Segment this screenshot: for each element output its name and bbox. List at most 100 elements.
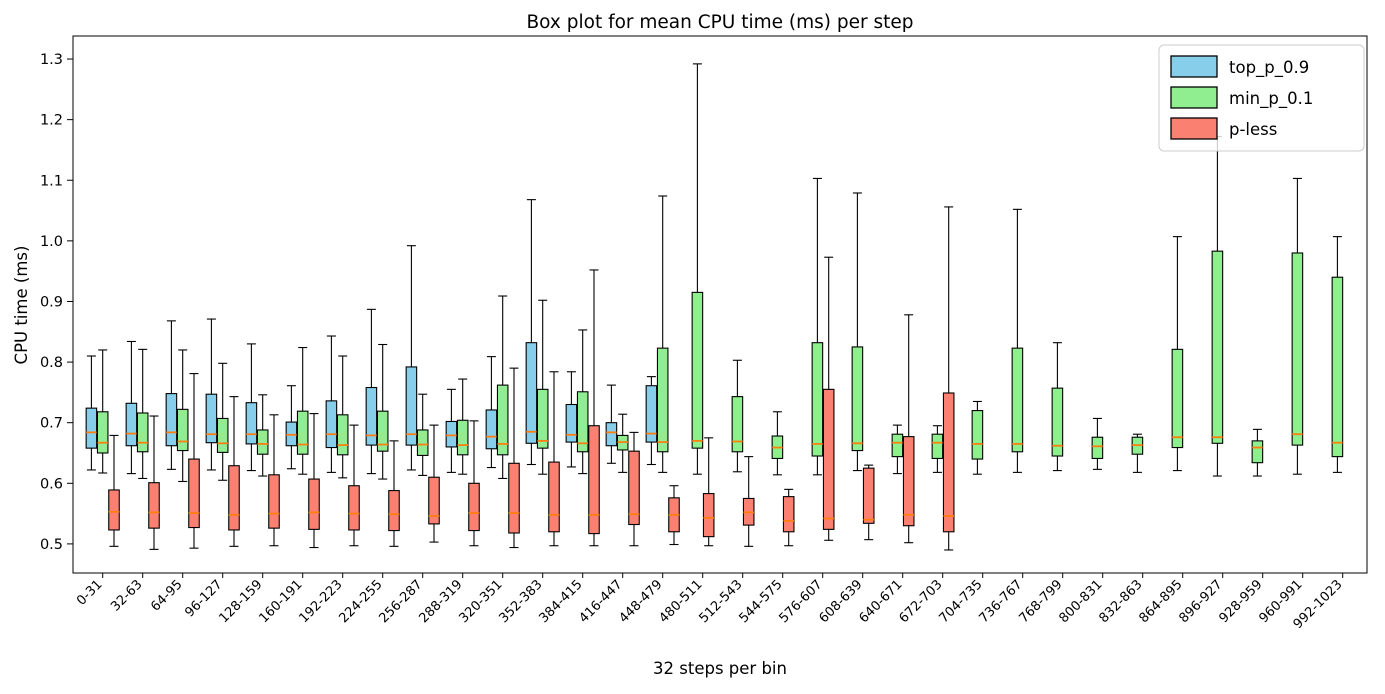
x-tick-label: 800-831	[1057, 577, 1106, 626]
y-tick-label: 0.5	[40, 537, 63, 553]
box-min_p_0.1	[376, 343, 389, 480]
iqr-box	[336, 414, 349, 456]
iqr-box	[485, 409, 498, 450]
iqr-box	[228, 465, 240, 531]
box-min_p_0.1	[971, 400, 984, 475]
iqr-box	[188, 458, 200, 529]
box-top_p_0.9	[605, 384, 618, 464]
iqr-box	[1211, 250, 1224, 444]
x-tick-label: 160-191	[257, 577, 306, 626]
box-min_p_0.1	[1051, 342, 1064, 472]
y-tick-label: 0.7	[40, 416, 63, 432]
box-min_p_0.1	[1011, 208, 1024, 473]
iqr-box	[416, 429, 429, 456]
box-top_p_0.9	[365, 308, 378, 475]
x-tick-label: 320-351	[457, 577, 506, 626]
x-tick-label: 608-639	[817, 577, 866, 626]
x-tick-label: 928-959	[1217, 577, 1266, 626]
iqr-box	[85, 407, 98, 449]
box-p-less	[428, 424, 440, 543]
box-p-less	[108, 434, 120, 547]
box-min_p_0.1	[576, 329, 589, 475]
iqr-box	[148, 482, 160, 529]
y-tick-label: 1.2	[40, 113, 63, 129]
box-min_p_0.1	[136, 348, 149, 479]
box-p-less	[942, 206, 955, 551]
iqr-box	[811, 342, 824, 457]
box-top_p_0.9	[525, 199, 538, 466]
x-tick-label: 32-63	[108, 577, 145, 614]
iqr-box	[136, 412, 149, 453]
iqr-box	[348, 485, 360, 531]
x-tick-label: 864-895	[1137, 577, 1186, 626]
plot-frame	[72, 35, 1368, 574]
x-tick-label: 416-447	[577, 577, 626, 626]
box-min_p_0.1	[731, 359, 744, 473]
iqr-box	[731, 396, 744, 453]
x-tick-label: 576-607	[777, 577, 826, 626]
box-min_p_0.1	[1131, 433, 1144, 473]
iqr-box	[691, 291, 704, 449]
box-p-less	[742, 456, 755, 547]
x-tick-label: 736-767	[977, 577, 1026, 626]
iqr-box	[285, 421, 298, 447]
iqr-box	[308, 478, 320, 530]
iqr-box	[216, 417, 229, 453]
iqr-box	[125, 402, 138, 447]
box-min_p_0.1	[691, 63, 704, 475]
iqr-box	[296, 410, 309, 455]
box-min_p_0.1	[931, 425, 944, 473]
y-tick-label: 1.0	[40, 234, 63, 250]
legend-label-top-p: top_p_0.9	[1229, 58, 1309, 78]
iqr-box	[1171, 348, 1184, 449]
box-min_p_0.1	[176, 349, 189, 483]
iqr-box	[256, 429, 269, 455]
x-axis: 0-31 32-63 64-9596-127128-159160-191192-22…	[74, 573, 1346, 632]
iqr-box	[645, 385, 658, 443]
y-tick-label: 0.6	[40, 476, 63, 492]
iqr-box	[428, 476, 440, 525]
x-tick-label: 768-799	[1017, 577, 1066, 626]
iqr-box	[108, 489, 120, 531]
iqr-box	[628, 450, 640, 526]
x-tick-label: 672-703	[897, 577, 946, 626]
iqr-box	[176, 408, 189, 452]
iqr-box	[496, 384, 509, 456]
iqr-box	[942, 392, 955, 533]
box-top_p_0.9	[165, 320, 178, 470]
iqr-box	[405, 366, 418, 446]
iqr-box	[891, 433, 904, 458]
box-min_p_0.1	[96, 349, 109, 474]
x-tick-label: 352-383	[497, 577, 546, 626]
box-min_p_0.1	[1251, 428, 1264, 477]
legend-swatch-top-p	[1170, 55, 1218, 78]
box-p-less	[588, 269, 600, 547]
box-min_p_0.1	[456, 378, 469, 475]
box-min_p_0.1	[256, 394, 269, 477]
box-top_p_0.9	[445, 388, 458, 473]
box-top_p_0.9	[285, 385, 298, 470]
box-p-less	[822, 256, 835, 541]
iqr-box	[245, 402, 258, 445]
box-min_p_0.1	[616, 413, 629, 473]
iqr-box	[376, 410, 389, 452]
box-p-less	[508, 367, 520, 549]
iqr-box	[971, 410, 984, 460]
box-p-less	[782, 488, 795, 547]
box-min_p_0.1	[851, 192, 864, 472]
box-p-less	[902, 314, 915, 544]
box-p-less	[468, 420, 480, 547]
chart-title: Box plot for mean CPU time (ms) per step	[526, 12, 913, 33]
x-tick-label: 544-575	[737, 577, 786, 626]
box-min_p_0.1	[296, 346, 309, 475]
x-tick-label: 224-255	[337, 577, 386, 626]
x-tick-label: 0-31	[74, 577, 105, 608]
box-min_p_0.1	[536, 299, 549, 475]
box-min_p_0.1	[216, 362, 229, 481]
iqr-box	[902, 436, 915, 527]
iqr-box	[782, 496, 795, 533]
iqr-box	[96, 411, 109, 454]
box-min_p_0.1	[1091, 417, 1104, 470]
